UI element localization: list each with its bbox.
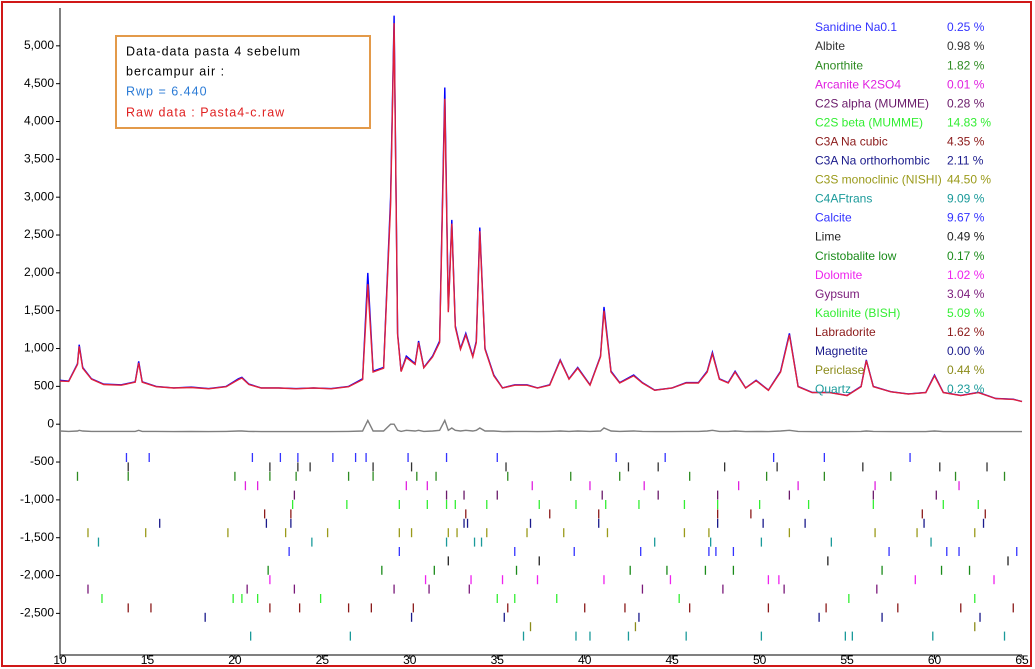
x-tick-label: 45 bbox=[666, 653, 680, 667]
annotation-box bbox=[115, 35, 371, 129]
legend-value: 1.02 % bbox=[947, 268, 985, 282]
legend-value: 9.67 % bbox=[947, 211, 985, 225]
legend-value: 44.50 % bbox=[947, 173, 991, 187]
x-tick-label: 65 bbox=[1015, 653, 1029, 667]
y-tick-label: -500 bbox=[30, 454, 54, 468]
legend-value: 0.49 % bbox=[947, 230, 985, 244]
legend-value: 14.83 % bbox=[947, 115, 991, 129]
legend-value: 2.11 % bbox=[947, 154, 984, 168]
x-tick-label: 50 bbox=[753, 653, 767, 667]
legend-label: C3A Na cubic bbox=[815, 134, 888, 148]
legend-label: C3A Na orthorhombic bbox=[815, 154, 930, 168]
legend-value: 0.44 % bbox=[947, 363, 985, 377]
y-tick-label: -1,000 bbox=[20, 492, 54, 506]
legend-value: 0.00 % bbox=[947, 344, 985, 358]
legend-label: Dolomite bbox=[815, 268, 863, 282]
legend-label: C2S beta (MUMME) bbox=[815, 115, 923, 129]
annotation: Raw data : Pasta4-c.raw bbox=[126, 105, 285, 119]
annotation: bercampur air : bbox=[126, 64, 225, 78]
legend-label: C4AFtrans bbox=[815, 192, 872, 206]
y-tick-label: 0 bbox=[47, 416, 54, 430]
y-tick-label: 1,000 bbox=[24, 341, 54, 355]
x-tick-label: 60 bbox=[928, 653, 942, 667]
legend-value: 0.25 % bbox=[947, 20, 985, 34]
data-line bbox=[59, 23, 1023, 403]
legend-label: Anorthite bbox=[815, 58, 863, 72]
y-tick-label: -2,000 bbox=[20, 568, 54, 582]
legend-value: 4.35 % bbox=[947, 134, 985, 148]
legend-value: 0.98 % bbox=[947, 39, 985, 53]
legend-value: 0.17 % bbox=[947, 249, 985, 263]
x-tick-label: 20 bbox=[228, 653, 242, 667]
legend-value: 0.01 % bbox=[947, 77, 985, 91]
x-tick-label: 10 bbox=[53, 653, 67, 667]
y-tick-label: 2,500 bbox=[24, 227, 54, 241]
x-tick-label: 55 bbox=[840, 653, 854, 667]
y-tick-label: 500 bbox=[34, 379, 54, 393]
y-tick-label: 4,000 bbox=[24, 114, 54, 128]
legend-label: Calcite bbox=[815, 211, 852, 225]
legend-label: Kaolinite (BISH) bbox=[815, 306, 900, 320]
legend-value: 9.09 % bbox=[947, 192, 985, 206]
legend-label: Labradorite bbox=[815, 325, 876, 339]
legend-label: C2S alpha (MUMME) bbox=[815, 96, 929, 110]
x-tick-label: 15 bbox=[141, 653, 155, 667]
annotation: Rwp = 6.440 bbox=[126, 84, 208, 98]
y-tick-label: -2,500 bbox=[20, 606, 54, 620]
x-tick-label: 30 bbox=[403, 653, 417, 667]
legend-value: 0.28 % bbox=[947, 96, 985, 110]
legend-label: Sanidine Na0.1 bbox=[815, 20, 897, 34]
legend-label: Cristobalite low bbox=[815, 249, 897, 263]
legend-value: 0.23 % bbox=[947, 382, 985, 396]
y-tick-label: 1,500 bbox=[24, 303, 54, 317]
legend-value: 1.62 % bbox=[947, 325, 985, 339]
legend-label: Albite bbox=[815, 39, 845, 53]
x-tick-label: 35 bbox=[491, 653, 505, 667]
y-tick-label: 3,500 bbox=[24, 152, 54, 166]
y-tick-label: 3,000 bbox=[24, 189, 54, 203]
legend-label: Gypsum bbox=[815, 287, 860, 301]
y-tick-label: 2,000 bbox=[24, 265, 54, 279]
y-tick-label: 4,500 bbox=[24, 76, 54, 90]
legend-label: Quartz bbox=[815, 382, 851, 396]
data-line bbox=[59, 418, 1022, 433]
annotation: Data-data pasta 4 sebelum bbox=[126, 44, 301, 58]
y-tick-label: 5,000 bbox=[24, 38, 54, 52]
legend-label: Arcanite K2SO4 bbox=[815, 77, 901, 91]
x-tick-label: 40 bbox=[578, 653, 592, 667]
legend-value: 5.09 % bbox=[947, 306, 985, 320]
legend-label: Periclase bbox=[815, 363, 865, 377]
x-tick-label: 25 bbox=[316, 653, 330, 667]
legend-label: Lime bbox=[815, 230, 841, 244]
y-tick-label: -1,500 bbox=[20, 530, 54, 544]
legend-value: 1.82 % bbox=[947, 58, 985, 72]
legend-label: Magnetite bbox=[815, 344, 868, 358]
legend-label: C3S monoclinic (NISHI) bbox=[815, 173, 942, 187]
legend-value: 3.04 % bbox=[947, 287, 985, 301]
